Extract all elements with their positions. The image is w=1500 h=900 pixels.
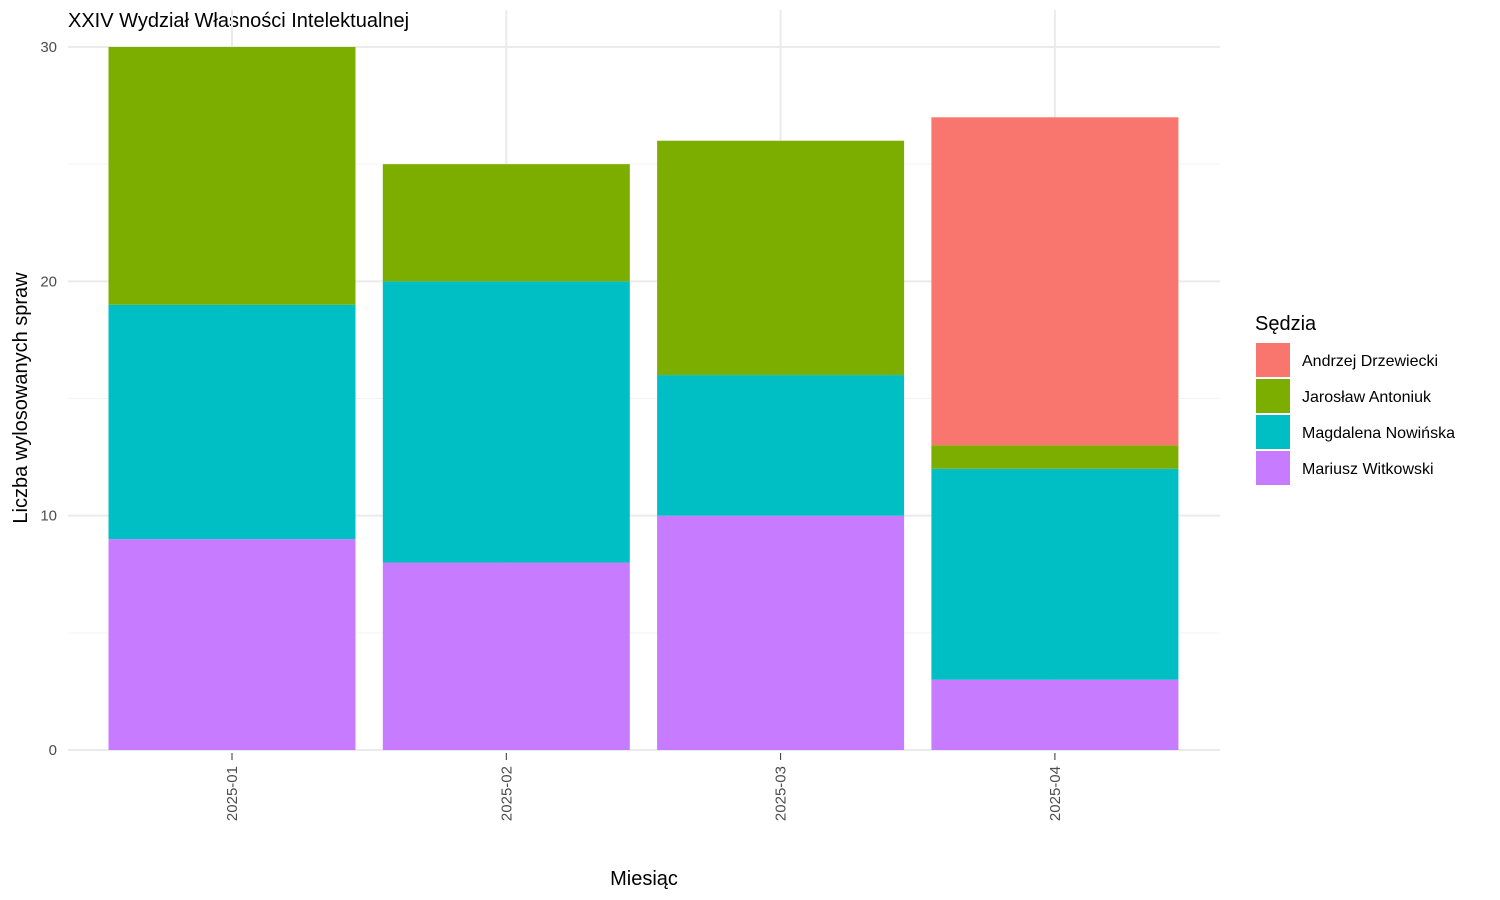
legend-label: Magdalena Nowińska <box>1302 425 1455 442</box>
bar-segment <box>931 468 1179 680</box>
legend-label: Mariusz Witkowski <box>1302 461 1434 478</box>
bar-segment <box>657 515 905 750</box>
x-tick-label: 2025-03 <box>773 766 790 821</box>
bars <box>108 47 1179 750</box>
bar-segment <box>108 47 356 305</box>
y-axis-ticks: 0 10 20 30 <box>40 39 57 759</box>
x-tick-label: 2025-04 <box>1047 766 1064 821</box>
bar-segment <box>931 117 1179 446</box>
chart-title: XXIV Wydział Własności Intelektualnej <box>68 10 409 32</box>
y-tick-label: 0 <box>49 742 57 759</box>
legend-key <box>1256 343 1290 377</box>
bar-segment <box>382 562 630 750</box>
y-tick-label: 10 <box>40 508 57 525</box>
bar-segment <box>657 375 905 516</box>
x-axis-ticks: 2025-01 2025-02 2025-03 2025-04 <box>224 753 1064 821</box>
bar-segment <box>382 281 630 563</box>
bar-segment <box>108 304 356 540</box>
y-tick-label: 30 <box>40 39 57 56</box>
y-axis-title: Liczba wylosowanych spraw <box>10 272 32 524</box>
legend-label: Andrzej Drzewiecki <box>1302 353 1438 370</box>
legend-key <box>1256 415 1290 449</box>
bar-segment <box>108 539 356 750</box>
bar-segment <box>931 445 1179 469</box>
legend: Sędzia Andrzej Drzewiecki Jarosław Antoni… <box>1255 313 1455 485</box>
bar-segment <box>931 679 1179 750</box>
x-axis-title: Miesiąc <box>610 868 678 890</box>
bar-segment <box>657 140 905 376</box>
y-tick-label: 20 <box>40 273 57 290</box>
legend-label: Jarosław Antoniuk <box>1302 389 1432 406</box>
legend-key <box>1256 379 1290 413</box>
x-tick-label: 2025-01 <box>224 766 241 821</box>
legend-key <box>1256 451 1290 485</box>
x-tick-label: 2025-02 <box>498 766 515 821</box>
bar-segment <box>382 164 630 282</box>
legend-title: Sędzia <box>1255 313 1317 335</box>
